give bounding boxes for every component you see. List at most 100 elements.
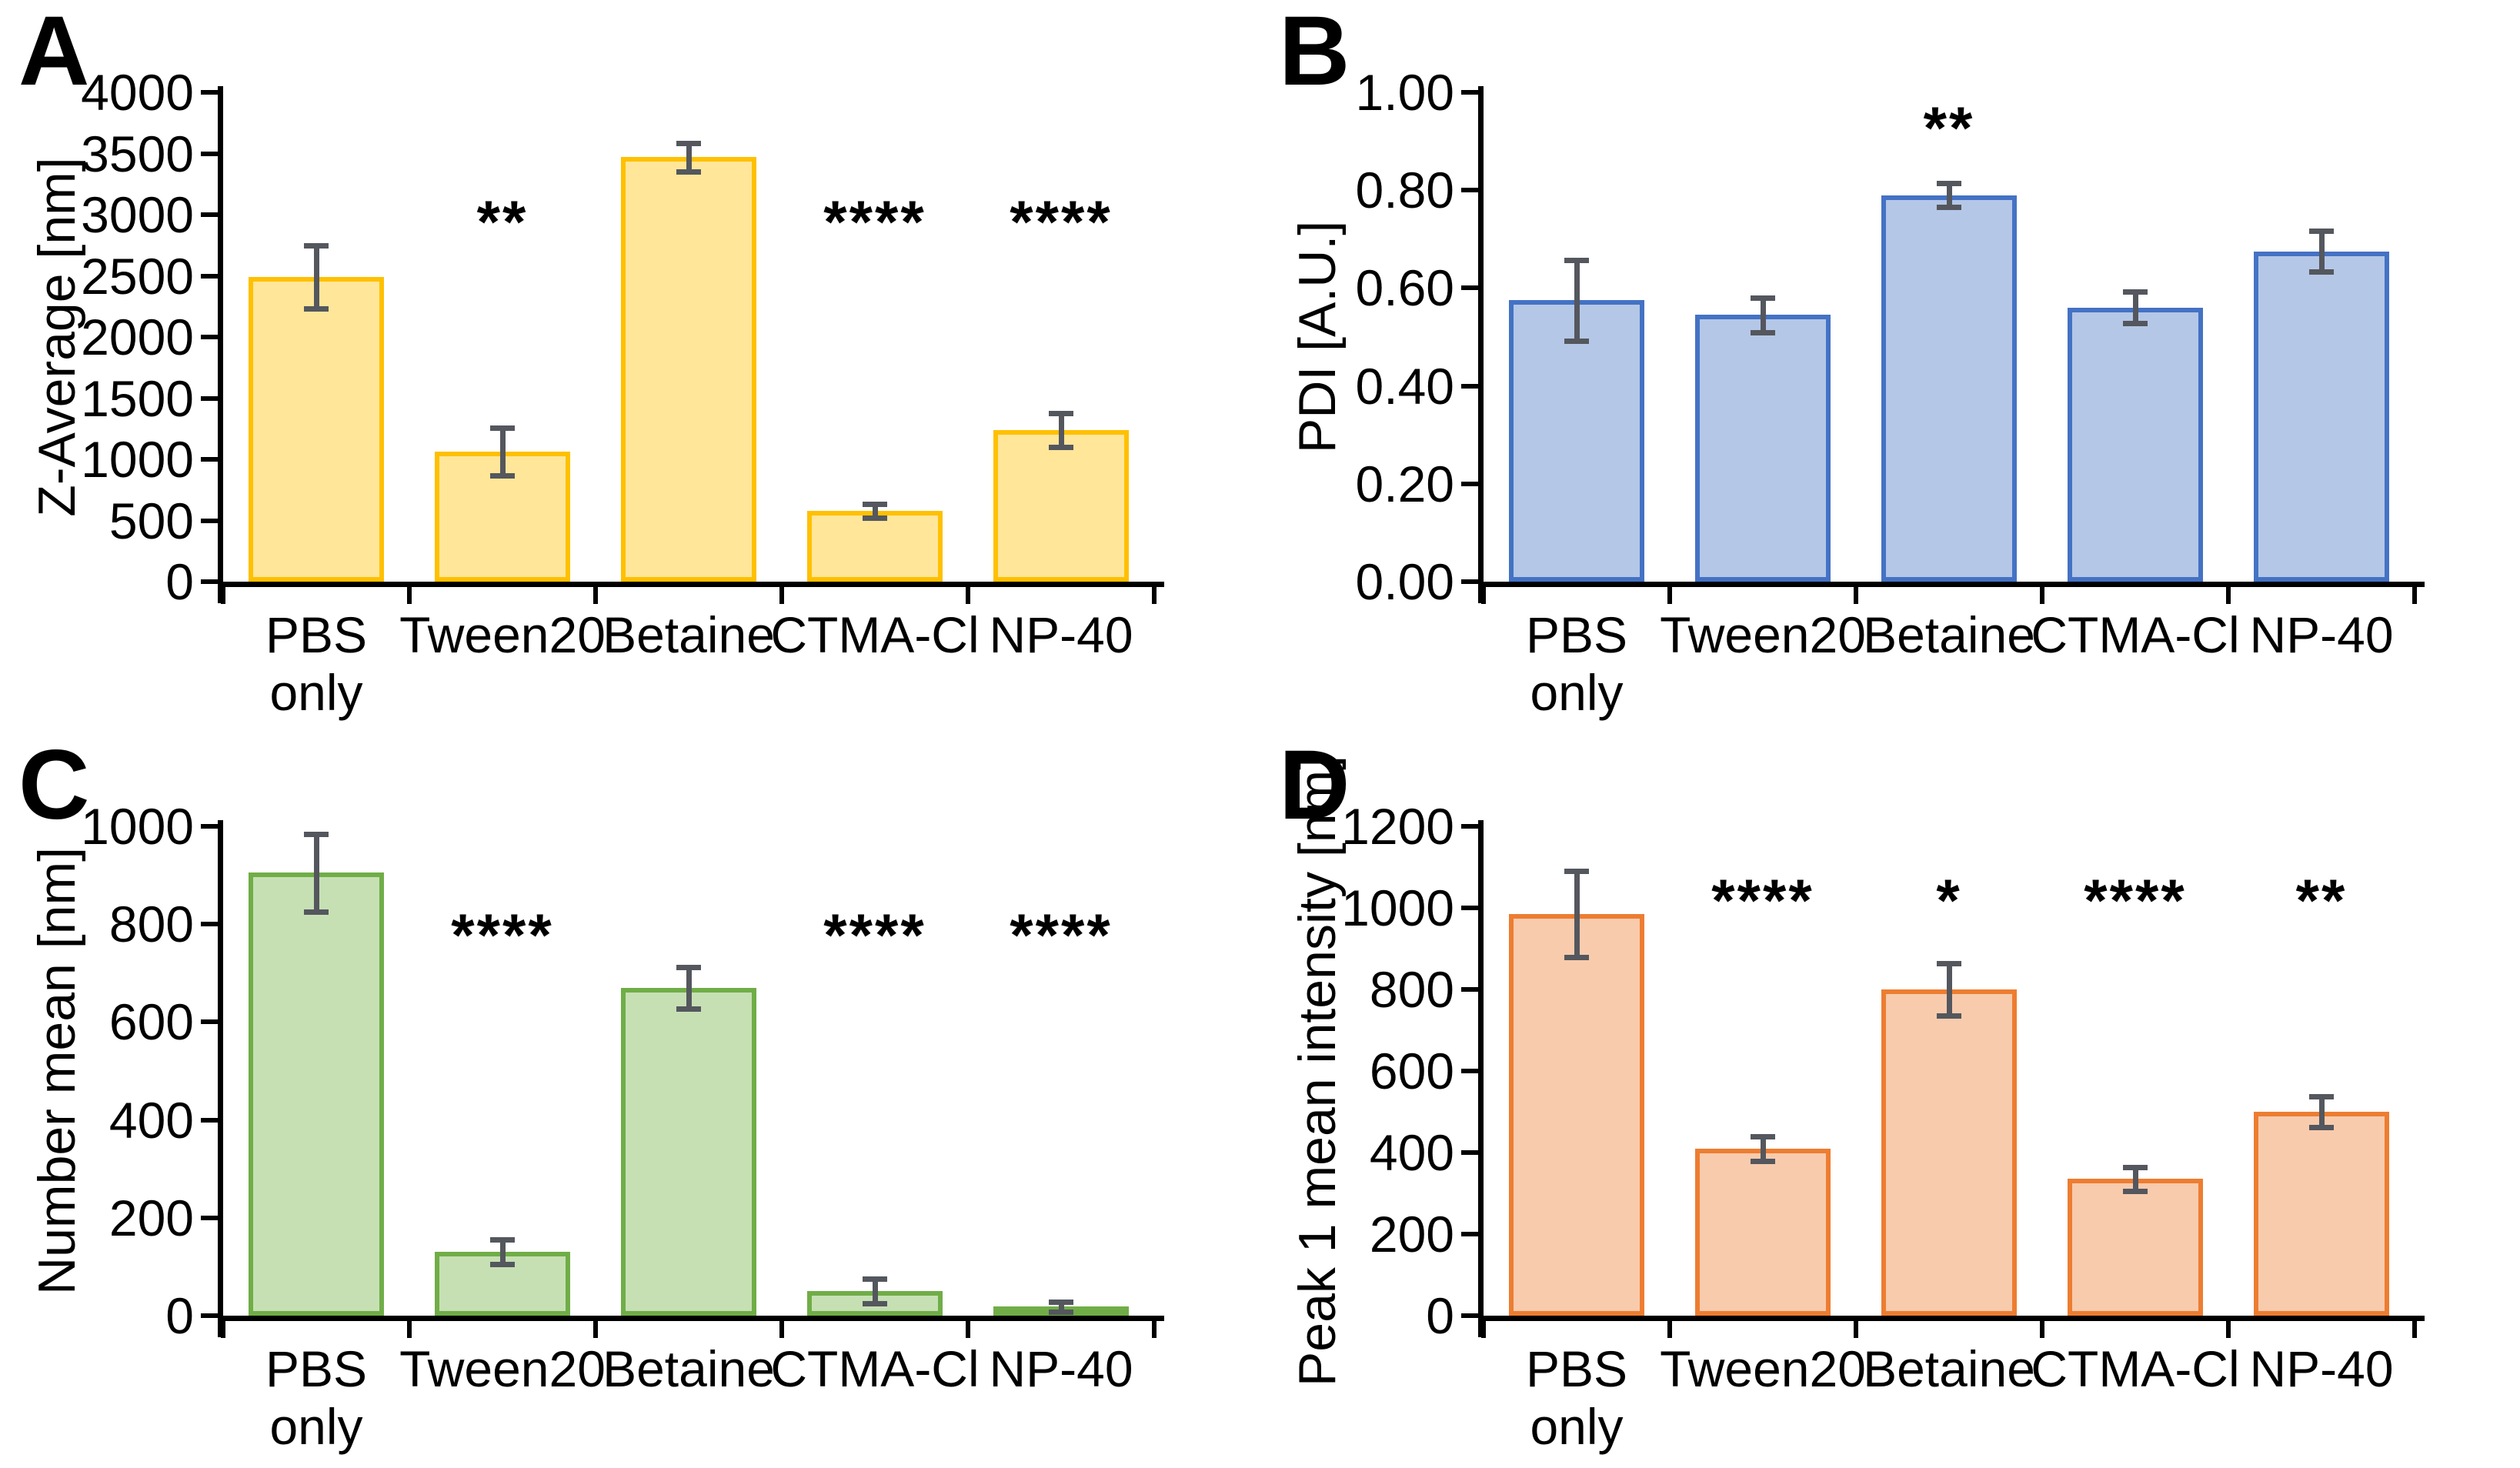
category-label: Betaine	[1863, 606, 2035, 663]
x-tick	[2412, 1321, 2417, 1338]
y-axis-line	[1478, 820, 1484, 1337]
significance-annotation: ****	[1711, 866, 1814, 935]
error-bar-cap-bottom	[1937, 205, 1961, 211]
x-tick	[1667, 1321, 1672, 1338]
y-tick	[201, 824, 218, 829]
x-tick	[1854, 587, 1858, 604]
bar-betaine	[621, 988, 756, 1316]
y-tick-label: 4000	[81, 64, 194, 121]
y-tick	[1461, 1232, 1478, 1236]
category-label: PBS only	[265, 606, 368, 721]
category-label: CTMA-Cl	[770, 1340, 980, 1397]
y-tick-label: 1000	[1341, 879, 1454, 936]
y-tick-label: 1.00	[1355, 64, 1454, 121]
y-tick-label: 0.80	[1355, 162, 1454, 219]
bar-np-40	[2254, 252, 2389, 582]
x-tick	[2040, 587, 2044, 604]
error-bar-line	[1947, 182, 1952, 208]
panel-letter: D	[1279, 730, 1350, 840]
error-bar-cap-bottom	[1049, 445, 1073, 451]
y-tick-label: 1500	[81, 369, 194, 427]
y-tick-label: 800	[1369, 961, 1454, 1018]
error-bar-cap-bottom	[863, 515, 887, 521]
x-tick	[593, 1321, 598, 1338]
category-label: NP-40	[2249, 1340, 2394, 1397]
category-label: Betaine	[602, 1340, 775, 1397]
y-tick-label: 400	[1369, 1124, 1454, 1181]
x-tick	[407, 587, 412, 604]
error-bar-line	[500, 1239, 506, 1265]
error-bar-cap-top	[1751, 295, 1775, 302]
y-tick	[201, 922, 218, 927]
error-bar-cap-bottom	[1049, 1309, 1073, 1315]
y-tick-label: 600	[108, 993, 194, 1051]
error-bar-cap-bottom	[676, 1006, 701, 1012]
plot-area: 0 500 1000 1500 2000 2500 3000 3500 4000 PBS only…	[81, 67, 1164, 721]
error-bar-cap-top	[1937, 180, 1961, 186]
panel-b: B PDI [A.U.] 0.00 0.20 0.40 0.60 0.80 1.00 PBS o…	[1260, 0, 2520, 734]
plot-area: 0 200 400 600 800 1000 PBS only **** Tween20 Beta…	[81, 801, 1164, 1455]
error-bar-line	[1574, 871, 1580, 957]
error-bar-cap-bottom	[304, 306, 329, 312]
category-label: NP-40	[2249, 606, 2394, 663]
x-tick	[2226, 1321, 2231, 1338]
y-tick-label: 600	[1369, 1043, 1454, 1099]
x-tick	[966, 587, 970, 604]
error-bar-line	[500, 428, 506, 476]
y-tick-label: 0	[165, 553, 194, 610]
x-tick	[966, 1321, 970, 1338]
error-bar-cap-top	[490, 1237, 515, 1243]
y-tick-label: 1000	[81, 431, 194, 488]
x-tick	[779, 1321, 784, 1338]
y-tick	[201, 273, 218, 279]
significance-annotation: **	[2295, 866, 2348, 935]
y-tick	[1461, 579, 1478, 584]
significance-annotation: ****	[823, 187, 926, 255]
bar-tween20	[1695, 315, 1831, 582]
y-tick	[1461, 285, 1478, 291]
x-axis-line	[218, 582, 1164, 587]
bar-pbs-only	[249, 277, 384, 582]
y-tick	[201, 518, 218, 523]
error-bar-cap-bottom	[2123, 1189, 2148, 1195]
y-tick	[1461, 1069, 1478, 1073]
y-tick	[201, 212, 218, 217]
y-tick-label: 800	[108, 896, 194, 953]
significance-annotation: **	[1923, 93, 1975, 162]
error-bar-cap-top	[863, 1276, 887, 1283]
x-tick	[407, 1321, 412, 1338]
error-bar-line	[2133, 1166, 2138, 1192]
panel-letter: A	[18, 0, 90, 106]
y-tick	[1461, 906, 1478, 910]
error-bar-cap-top	[1564, 257, 1589, 263]
error-bar-line	[686, 142, 692, 172]
error-bar-cap-top	[1049, 1300, 1073, 1306]
x-tick	[1481, 587, 1486, 604]
y-tick	[201, 335, 218, 339]
error-bar-cap-top	[304, 242, 329, 249]
y-tick	[201, 1313, 218, 1318]
x-tick	[221, 1321, 225, 1338]
y-tick-label: 200	[108, 1189, 194, 1246]
bar-pbs-only	[249, 872, 384, 1316]
error-bar-line	[873, 504, 878, 518]
y-axis-line	[218, 86, 223, 603]
error-bar-line	[1059, 412, 1064, 448]
error-bar-line	[1761, 298, 1766, 332]
category-label: Tween20	[399, 1340, 606, 1397]
error-bar-line	[1947, 963, 1952, 1016]
error-bar-cap-top	[2123, 1164, 2148, 1170]
category-label: Tween20	[399, 606, 606, 663]
y-tick-label: 3500	[81, 125, 194, 182]
bar-tween20	[1695, 1149, 1831, 1316]
significance-annotation: ****	[1010, 900, 1113, 969]
error-bar-cap-bottom	[676, 168, 701, 175]
category-label: NP-40	[989, 606, 1133, 663]
error-bar-line	[314, 245, 319, 309]
y-tick	[1461, 90, 1478, 95]
error-bar-line	[2133, 292, 2138, 324]
y-tick	[201, 1117, 218, 1123]
significance-annotation: ****	[2084, 866, 2187, 935]
error-bar-cap-bottom	[490, 473, 515, 479]
error-bar-cap-bottom	[2309, 269, 2334, 275]
